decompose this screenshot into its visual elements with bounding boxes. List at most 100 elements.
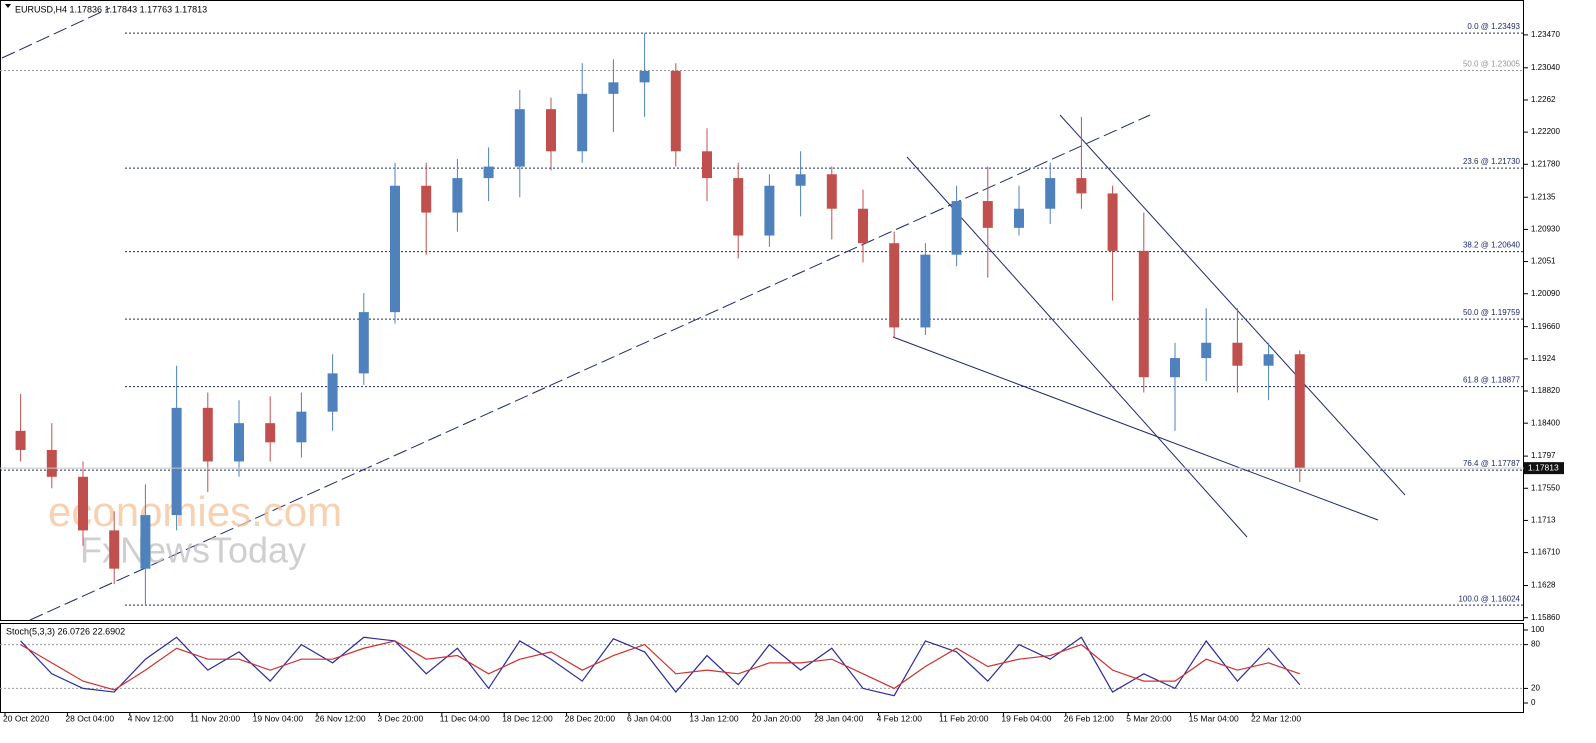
y-tick-label: 1.2135 bbox=[1531, 192, 1556, 201]
candle-body bbox=[202, 407, 213, 462]
watermark: economies.com bbox=[48, 488, 342, 535]
y-tick-label: 1.18820 bbox=[1531, 386, 1560, 395]
x-tick-label: 3 Dec 20:00 bbox=[377, 713, 423, 723]
x-tick-label: 18 Dec 12:00 bbox=[502, 713, 553, 723]
y-tick-label: 1.1924 bbox=[1531, 354, 1556, 363]
candle-body bbox=[920, 254, 931, 328]
y-tick-label: 80 bbox=[1531, 640, 1540, 649]
x-tick-label: 5 Mar 20:00 bbox=[1126, 713, 1172, 723]
last-price-label: 1.17813 bbox=[1528, 462, 1559, 472]
candle-body bbox=[546, 109, 556, 152]
fib-label: 38.2 @ 1.20640 bbox=[1463, 241, 1521, 250]
y-tick-label: 1.19660 bbox=[1531, 322, 1560, 331]
candle-body bbox=[951, 201, 962, 255]
trendline bbox=[892, 336, 1379, 521]
candle-body bbox=[733, 178, 744, 236]
y-tick-label: 0 bbox=[1531, 698, 1536, 707]
candle-body bbox=[577, 93, 588, 152]
candle-body bbox=[1232, 342, 1243, 366]
trendline bbox=[29, 114, 1151, 621]
y-tick-label: 1.2051 bbox=[1531, 257, 1556, 266]
candle-body bbox=[46, 449, 57, 477]
x-tick-label: 11 Nov 20:00 bbox=[190, 713, 240, 723]
chart-title: EURUSD,H4 1.17836 1.17843 1.17763 1.1781… bbox=[15, 4, 207, 14]
candle-body bbox=[702, 151, 712, 179]
candle-body bbox=[358, 312, 369, 374]
candle-body bbox=[826, 174, 837, 209]
fib-label: 61.8 @ 1.18877 bbox=[1463, 376, 1521, 385]
y-tick-label: 1.2262 bbox=[1531, 95, 1556, 104]
candle-body bbox=[1170, 358, 1180, 378]
candle-body bbox=[140, 515, 151, 569]
x-tick-label: 11 Feb 20:00 bbox=[939, 713, 989, 723]
candle-body bbox=[109, 530, 120, 569]
y-tick-label: 1.15860 bbox=[1531, 613, 1560, 622]
candle-body bbox=[234, 423, 244, 462]
fib-label: 50.0 @ 1.23005 bbox=[1463, 60, 1521, 69]
candle-body bbox=[296, 411, 307, 443]
y-tick-label: 1.23470 bbox=[1531, 30, 1560, 39]
candle-body bbox=[514, 109, 525, 167]
candle-body bbox=[421, 185, 432, 213]
candle-body bbox=[78, 476, 88, 531]
trendline bbox=[1059, 114, 1406, 496]
y-tick-label: 1.23040 bbox=[1531, 63, 1560, 72]
candle-body bbox=[795, 174, 806, 186]
candle-body bbox=[15, 430, 26, 450]
candle-body bbox=[1201, 342, 1212, 359]
x-tick-label: 11 Dec 04:00 bbox=[440, 713, 490, 723]
candle-body bbox=[483, 166, 494, 179]
candle-body bbox=[1076, 178, 1087, 194]
y-tick-label: 1.17550 bbox=[1531, 483, 1560, 492]
price-pane bbox=[0, 0, 1524, 621]
candle-body bbox=[670, 70, 681, 152]
x-tick-label: 28 Dec 20:00 bbox=[565, 713, 616, 723]
candle-body bbox=[1014, 208, 1024, 228]
trendlines bbox=[1, 7, 1406, 621]
x-tick-label: 26 Nov 12:00 bbox=[315, 713, 366, 723]
y-tick-label: 1.1797 bbox=[1531, 451, 1556, 460]
stoch-line bbox=[20, 636, 1301, 697]
x-tick-label: 19 Nov 04:00 bbox=[253, 713, 304, 723]
candle-body bbox=[1138, 250, 1149, 378]
candle-body bbox=[608, 82, 619, 94]
fib-label: 23.6 @ 1.21730 bbox=[1463, 157, 1521, 166]
fib-label: 0.0 @ 1.23493 bbox=[1467, 22, 1520, 31]
x-tick-label: 13 Jan 12:00 bbox=[689, 713, 738, 723]
candle-body bbox=[390, 185, 400, 313]
x-tick-label: 26 Feb 12:00 bbox=[1064, 713, 1114, 723]
x-tick-label: 4 Feb 12:00 bbox=[877, 713, 923, 723]
candle-body bbox=[639, 70, 650, 83]
candle-body bbox=[452, 178, 463, 213]
x-tick-label: 6 Jan 04:00 bbox=[627, 713, 672, 723]
x-tick-label: 15 Mar 04:00 bbox=[1189, 713, 1239, 723]
y-tick-label: 100 bbox=[1531, 625, 1545, 634]
menu-arrow bbox=[5, 4, 11, 8]
x-tick-label: 4 Nov 12:00 bbox=[128, 713, 174, 723]
candle-body bbox=[1294, 354, 1305, 469]
candle-body bbox=[327, 373, 338, 412]
fib-label: 76.4 @ 1.17787 bbox=[1463, 459, 1521, 468]
candle-body bbox=[858, 208, 868, 244]
stoch-pane bbox=[0, 623, 1524, 713]
x-tick-label: 20 Oct 2020 bbox=[3, 713, 50, 723]
trendline bbox=[1, 7, 111, 59]
candle-body bbox=[1263, 354, 1274, 366]
y-tick-label: 1.21780 bbox=[1531, 159, 1560, 168]
last-price-box bbox=[1524, 462, 1564, 475]
candle-body bbox=[764, 185, 775, 236]
candle-body bbox=[265, 423, 276, 443]
y-tick-label: 1.1713 bbox=[1531, 516, 1556, 525]
x-tick-label: 19 Feb 04:00 bbox=[1001, 713, 1051, 723]
candle-body bbox=[1107, 193, 1118, 251]
x-tick-label: 28 Jan 04:00 bbox=[814, 713, 863, 723]
candle-body bbox=[982, 201, 993, 228]
y-tick-label: 1.22200 bbox=[1531, 127, 1560, 136]
stoch-line bbox=[20, 640, 1300, 691]
y-tick-label: 1.1628 bbox=[1531, 581, 1556, 590]
y-tick-label: 1.16710 bbox=[1531, 548, 1560, 557]
fib-label: 100.0 @ 1.16024 bbox=[1458, 594, 1520, 603]
y-tick-label: 1.20090 bbox=[1531, 289, 1560, 298]
